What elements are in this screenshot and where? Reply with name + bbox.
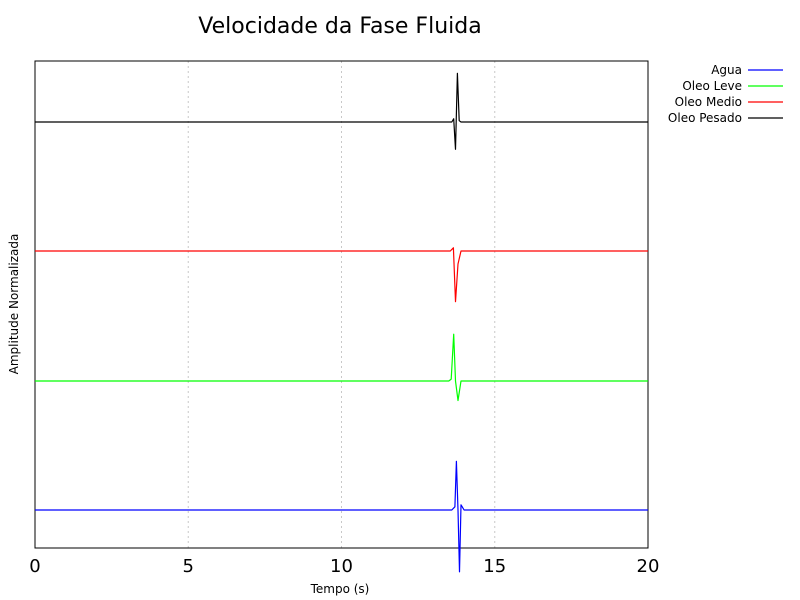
legend-item-agua: Agua <box>711 63 783 77</box>
legend-item-oleo-pesado: Oleo Pesado <box>668 111 783 125</box>
x-axis-ticks: 0 5 10 15 20 <box>29 556 659 577</box>
series-line-oleo-leve <box>35 333 648 402</box>
legend-item-oleo-leve: Oleo Leve <box>682 79 783 93</box>
grid-lines <box>187 61 496 548</box>
series-line-agua <box>35 460 648 573</box>
x-tick-label-10: 10 <box>330 556 353 577</box>
y-axis-label: Amplitude Normalizada <box>7 234 21 375</box>
x-tick-label-15: 15 <box>483 556 506 577</box>
legend-label: Oleo Leve <box>682 79 742 93</box>
x-tick-label-5: 5 <box>183 556 194 577</box>
legend: Agua Oleo Leve Oleo Medio Oleo Pesado <box>668 63 783 125</box>
x-tick-label-0: 0 <box>29 556 40 577</box>
legend-label: Oleo Pesado <box>668 111 742 125</box>
plot-frame <box>34 60 649 549</box>
legend-label: Oleo Medio <box>675 95 742 109</box>
chart-title: Velocidade da Fase Fluida <box>198 14 481 39</box>
series-line-oleo-pesado <box>35 72 648 150</box>
legend-label: Agua <box>711 63 742 77</box>
plot-traces <box>35 72 648 573</box>
x-axis-label: Tempo (s) <box>310 582 370 596</box>
series-line-oleo-medio <box>35 247 648 303</box>
legend-item-oleo-medio: Oleo Medio <box>675 95 783 109</box>
x-tick-label-20: 20 <box>637 556 660 577</box>
